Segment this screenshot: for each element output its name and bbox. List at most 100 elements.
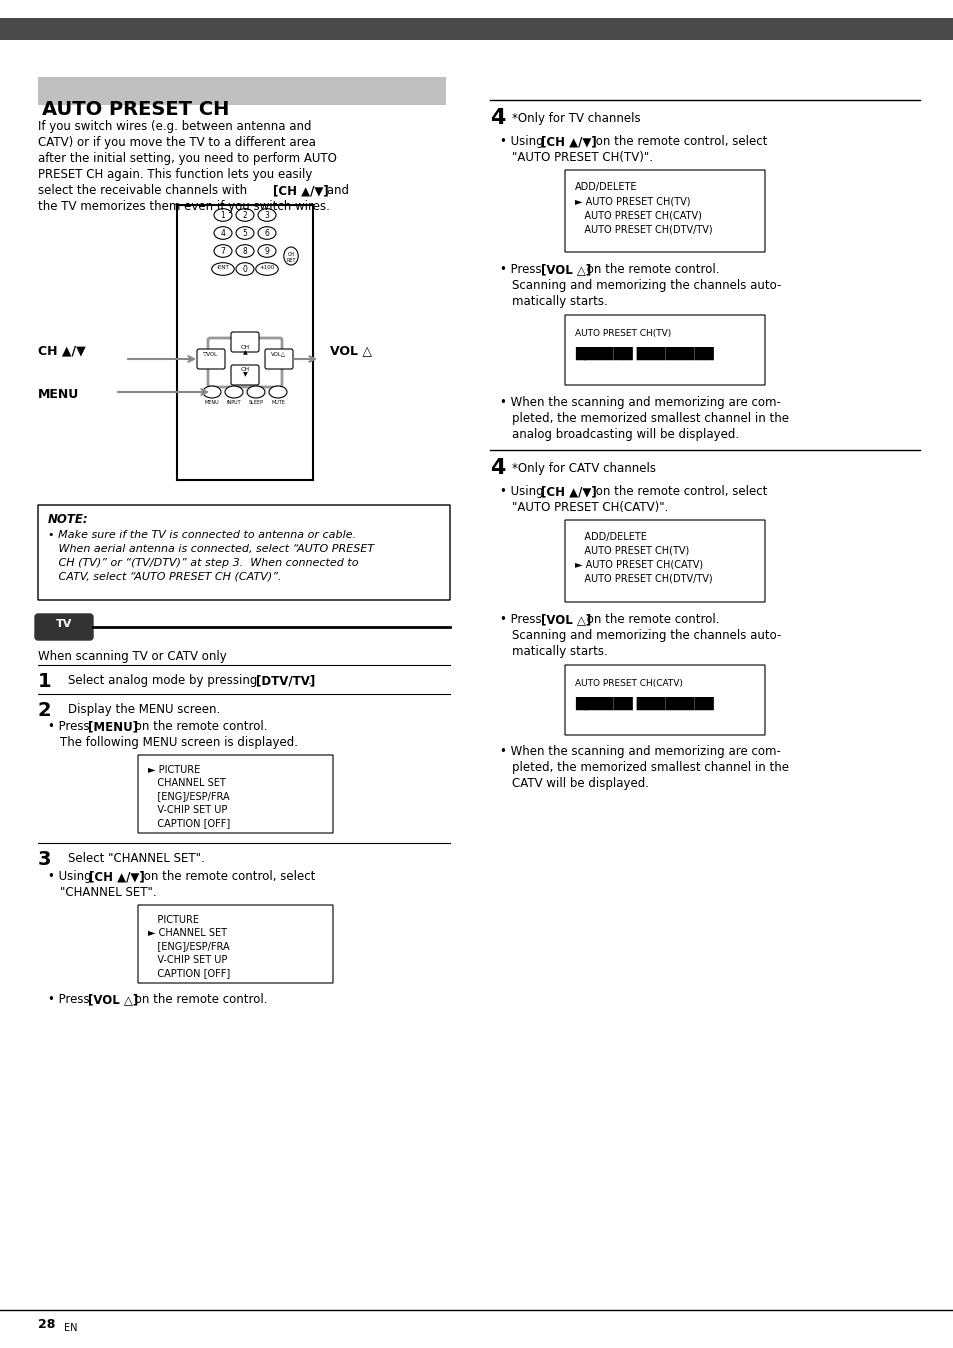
Text: 4: 4 <box>220 229 225 239</box>
Text: PRESET CH again. This function lets you easily: PRESET CH again. This function lets you … <box>38 168 312 181</box>
Text: [CH ▲/▼]: [CH ▲/▼] <box>89 869 145 883</box>
Text: EN: EN <box>64 1322 77 1333</box>
Text: 6: 6 <box>264 229 269 239</box>
Text: pleted, the memorized smallest channel in the: pleted, the memorized smallest channel i… <box>512 762 788 774</box>
Bar <box>0 18 953 40</box>
Text: 28: 28 <box>38 1318 55 1330</box>
Text: NOTE:: NOTE: <box>48 514 89 526</box>
Text: [VOL △]: [VOL △] <box>88 993 138 1006</box>
Text: AUTO PRESET CH(CATV): AUTO PRESET CH(CATV) <box>575 679 682 687</box>
Text: ADD/DELETE
   AUTO PRESET CH(TV)
► AUTO PRESET CH(CATV)
   AUTO PRESET CH(DTV/TV: ADD/DELETE AUTO PRESET CH(TV) ► AUTO PRE… <box>575 532 712 584</box>
Bar <box>38 77 446 105</box>
FancyBboxPatch shape <box>196 349 225 369</box>
Text: 3: 3 <box>264 212 269 220</box>
Text: 1: 1 <box>38 673 51 692</box>
Text: Scanning and memorizing the channels auto-: Scanning and memorizing the channels aut… <box>512 630 781 642</box>
Text: • Using: • Using <box>48 869 95 883</box>
Text: If you switch wires (e.g. between antenna and: If you switch wires (e.g. between antenn… <box>38 120 312 133</box>
Text: MUTE: MUTE <box>271 400 285 404</box>
Text: on the remote control.: on the remote control. <box>131 720 267 733</box>
Text: pleted, the memorized smallest channel in the: pleted, the memorized smallest channel i… <box>512 412 788 425</box>
Text: The following MENU screen is displayed.: The following MENU screen is displayed. <box>60 736 297 749</box>
Text: [VOL △]: [VOL △] <box>540 613 591 625</box>
Text: • When the scanning and memorizing are com-: • When the scanning and memorizing are c… <box>499 396 781 408</box>
Text: VOL△: VOL△ <box>272 350 286 356</box>
Ellipse shape <box>235 245 253 257</box>
Text: Scanning and memorizing the channels auto-: Scanning and memorizing the channels aut… <box>512 279 781 293</box>
Text: +100: +100 <box>259 266 274 270</box>
Ellipse shape <box>283 247 298 266</box>
Text: on the remote control, select: on the remote control, select <box>592 485 766 497</box>
Text: analog broadcasting will be displayed.: analog broadcasting will be displayed. <box>512 429 739 441</box>
Ellipse shape <box>269 386 287 398</box>
Text: CATV will be displayed.: CATV will be displayed. <box>512 776 648 790</box>
Ellipse shape <box>257 226 275 240</box>
Text: 3: 3 <box>38 851 51 869</box>
Text: • Press: • Press <box>48 993 93 1006</box>
Text: 2: 2 <box>242 212 247 220</box>
Text: *Only for TV channels: *Only for TV channels <box>512 112 640 125</box>
Ellipse shape <box>257 245 275 257</box>
Text: INPUT: INPUT <box>227 400 241 404</box>
Text: • Using: • Using <box>499 485 547 497</box>
Text: CH
▼: CH ▼ <box>240 367 250 377</box>
Text: PICTURE
► CHANNEL SET
   [ENG]/ESP/FRA
   V-CHIP SET UP
   CAPTION [OFF]: PICTURE ► CHANNEL SET [ENG]/ESP/FRA V-CH… <box>148 915 230 977</box>
FancyBboxPatch shape <box>265 349 293 369</box>
Text: on the remote control, select: on the remote control, select <box>140 869 315 883</box>
FancyBboxPatch shape <box>231 365 258 386</box>
Text: CH
▲: CH ▲ <box>240 345 250 356</box>
Text: .: . <box>308 674 312 687</box>
Text: "CHANNEL SET".: "CHANNEL SET". <box>60 886 156 899</box>
Text: ADD/DELETE
► AUTO PRESET CH(TV)
   AUTO PRESET CH(CATV)
   AUTO PRESET CH(DTV/TV: ADD/DELETE ► AUTO PRESET CH(TV) AUTO PRE… <box>575 182 712 235</box>
Text: • Using: • Using <box>499 135 547 148</box>
Ellipse shape <box>235 226 253 240</box>
Text: "AUTO PRESET CH(CATV)".: "AUTO PRESET CH(CATV)". <box>512 501 668 514</box>
Text: 1: 1 <box>220 212 225 220</box>
Text: CATV) or if you move the TV to a different area: CATV) or if you move the TV to a differe… <box>38 136 315 150</box>
Text: 4: 4 <box>490 458 505 479</box>
Text: When scanning TV or CATV only: When scanning TV or CATV only <box>38 650 227 663</box>
Text: SLEEP: SLEEP <box>248 400 263 404</box>
Text: [CH ▲/▼]: [CH ▲/▼] <box>540 135 597 148</box>
Text: AUTO PRESET CH(TV): AUTO PRESET CH(TV) <box>575 329 671 338</box>
Ellipse shape <box>213 226 232 240</box>
Text: matically starts.: matically starts. <box>512 644 607 658</box>
Text: • Press: • Press <box>499 613 545 625</box>
Text: 0: 0 <box>242 266 247 274</box>
Text: after the initial setting, you need to perform AUTO: after the initial setting, you need to p… <box>38 152 336 164</box>
Text: ██████ ████████: ██████ ████████ <box>575 697 713 710</box>
Text: ██████ ████████: ██████ ████████ <box>575 346 713 360</box>
Text: Display the MENU screen.: Display the MENU screen. <box>68 704 220 716</box>
Text: Select "CHANNEL SET".: Select "CHANNEL SET". <box>68 852 205 865</box>
Text: CH ▲/▼: CH ▲/▼ <box>38 344 86 357</box>
Text: the TV memorizes them even if you switch wires.: the TV memorizes them even if you switch… <box>38 200 330 213</box>
Text: 5: 5 <box>242 229 247 239</box>
Ellipse shape <box>225 386 243 398</box>
Text: on the remote control.: on the remote control. <box>582 613 719 625</box>
Text: on the remote control, select: on the remote control, select <box>592 135 766 148</box>
Text: 7: 7 <box>220 247 225 256</box>
FancyBboxPatch shape <box>231 332 258 352</box>
Text: • When the scanning and memorizing are com-: • When the scanning and memorizing are c… <box>499 745 781 758</box>
FancyBboxPatch shape <box>35 613 92 640</box>
Text: 8: 8 <box>242 247 247 256</box>
Ellipse shape <box>235 209 253 221</box>
Text: • Press: • Press <box>48 720 93 733</box>
Text: ► PICTURE
   CHANNEL SET
   [ENG]/ESP/FRA
   V-CHIP SET UP
   CAPTION [OFF]: ► PICTURE CHANNEL SET [ENG]/ESP/FRA V-CH… <box>148 766 230 828</box>
Text: TV: TV <box>56 619 72 630</box>
Text: and: and <box>323 183 349 197</box>
Text: matically starts.: matically starts. <box>512 295 607 307</box>
Ellipse shape <box>235 263 253 275</box>
Text: [MENU]: [MENU] <box>88 720 138 733</box>
Ellipse shape <box>203 386 221 398</box>
Text: Select analog mode by pressing: Select analog mode by pressing <box>68 674 261 687</box>
Text: • Make sure if the TV is connected to antenna or cable.
   When aerial antenna i: • Make sure if the TV is connected to an… <box>48 530 374 582</box>
Text: "AUTO PRESET CH(TV)".: "AUTO PRESET CH(TV)". <box>512 151 652 164</box>
Text: • Press: • Press <box>499 263 545 276</box>
Ellipse shape <box>212 263 234 275</box>
Ellipse shape <box>257 209 275 221</box>
Text: *Only for CATV channels: *Only for CATV channels <box>512 462 656 474</box>
Text: AUTO PRESET CH: AUTO PRESET CH <box>42 100 229 119</box>
Text: select the receivable channels with: select the receivable channels with <box>38 183 251 197</box>
Ellipse shape <box>255 263 278 275</box>
